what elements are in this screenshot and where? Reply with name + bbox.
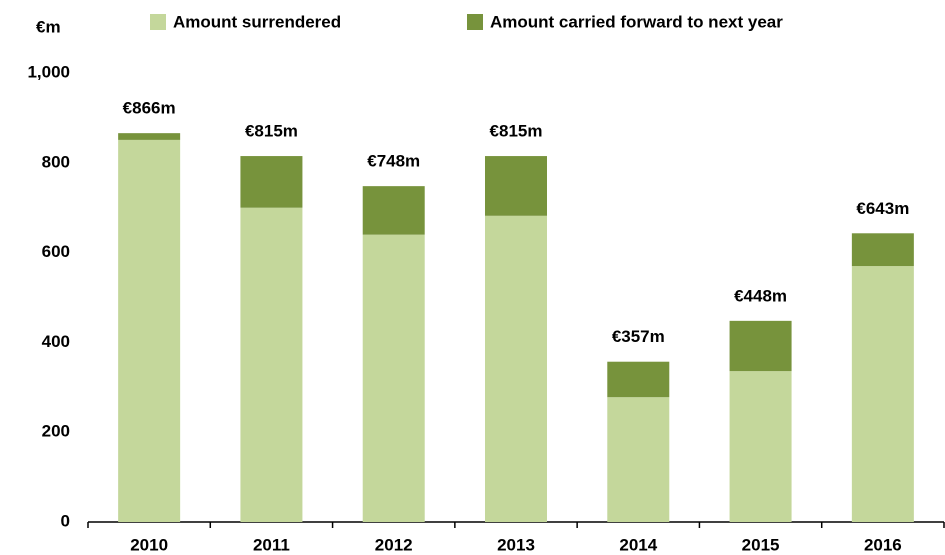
x-tick-label: 2010	[130, 535, 168, 554]
legend-swatch	[467, 14, 483, 30]
total-label: €448m	[734, 286, 787, 305]
bar-segment	[118, 133, 181, 140]
legend-label: Amount carried forward to next year	[490, 12, 783, 31]
total-label: €866m	[123, 99, 176, 118]
total-label: €748m	[367, 152, 420, 171]
bar-segment	[118, 139, 181, 522]
x-tick-label: 2011	[253, 535, 290, 554]
y-tick-label: 400	[42, 332, 70, 351]
y-tick-label: 600	[42, 242, 70, 261]
x-tick-label: 2015	[742, 535, 780, 554]
y-tick-label: 1,000	[27, 62, 70, 81]
y-tick-label: 200	[42, 422, 70, 441]
x-tick-label: 2012	[375, 535, 413, 554]
bar-segment	[729, 371, 792, 522]
total-label: €815m	[490, 122, 543, 141]
y-tick-label: 800	[42, 152, 70, 171]
bar-segment	[607, 397, 670, 522]
y-tick-label: 0	[61, 511, 70, 530]
y-axis-label: €m	[36, 17, 61, 36]
legend-swatch	[150, 14, 166, 30]
bar-segment	[729, 320, 792, 372]
x-tick-label: 2013	[497, 535, 535, 554]
bar-segment	[362, 234, 425, 522]
legend-label: Amount surrendered	[173, 12, 341, 31]
bar-segment	[851, 266, 914, 522]
total-label: €643m	[856, 199, 909, 218]
bar-segment	[485, 156, 547, 216]
bar-segment	[362, 186, 425, 235]
total-label: €357m	[612, 327, 665, 346]
bar-segment	[485, 215, 547, 523]
x-tick-label: 2014	[619, 535, 657, 554]
x-tick-label: 2016	[864, 535, 902, 554]
total-label: €815m	[245, 122, 298, 141]
bar-segment	[240, 207, 303, 522]
bar-segment	[607, 361, 670, 398]
bar-segment	[851, 233, 914, 267]
bar-segment	[240, 156, 303, 208]
